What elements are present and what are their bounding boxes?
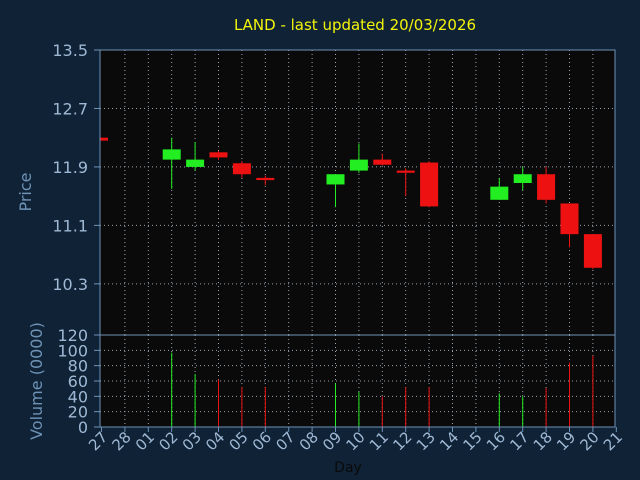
candle-body — [537, 174, 556, 200]
price-plot-area — [100, 50, 615, 335]
candle-body — [560, 203, 579, 235]
candle-body — [420, 162, 439, 207]
chart-title: LAND - last updated 20/03/2026 — [234, 16, 476, 34]
volume-axis-label: Volume (0000) — [27, 322, 46, 440]
candle-body — [583, 234, 602, 268]
volume-tick-label: 40 — [68, 387, 88, 406]
price-axis-ticks: 13.5 12.7 11.9 11.1 10.3 — [52, 41, 100, 294]
price-tick-label: 13.5 — [52, 41, 88, 60]
price-axis-label: Price — [16, 172, 35, 211]
price-tick-label: 10.3 — [52, 275, 88, 294]
candle-body — [396, 170, 415, 173]
candle-body — [513, 174, 532, 183]
price-tick-label: 11.9 — [52, 158, 88, 177]
volume-tick-label: 120 — [57, 326, 88, 345]
candle-body — [186, 159, 205, 167]
volume-tick-label: 0 — [78, 418, 88, 437]
volume-plot-area — [100, 335, 615, 427]
candle-body — [256, 177, 275, 181]
candle-body — [209, 152, 228, 158]
candle-body — [490, 186, 509, 200]
x-axis-ticks: 2728010203040506070809101112131415161718… — [85, 427, 626, 454]
candle-body — [232, 163, 251, 175]
candle-body — [373, 159, 392, 165]
candle-body — [100, 137, 108, 141]
x-axis-label: Day — [334, 460, 362, 476]
volume-bars — [171, 352, 594, 427]
price-candles — [100, 137, 602, 270]
candle-body — [349, 159, 368, 171]
volume-tick-label: 60 — [68, 372, 88, 391]
price-tick-label: 11.1 — [52, 216, 88, 235]
volume-tick-label: 80 — [68, 357, 88, 376]
volume-tick-label: 100 — [57, 341, 88, 360]
price-tick-label: 12.7 — [52, 99, 88, 118]
candle-body — [162, 149, 181, 160]
candle-body — [326, 174, 345, 185]
volume-tick-label: 20 — [68, 403, 88, 422]
